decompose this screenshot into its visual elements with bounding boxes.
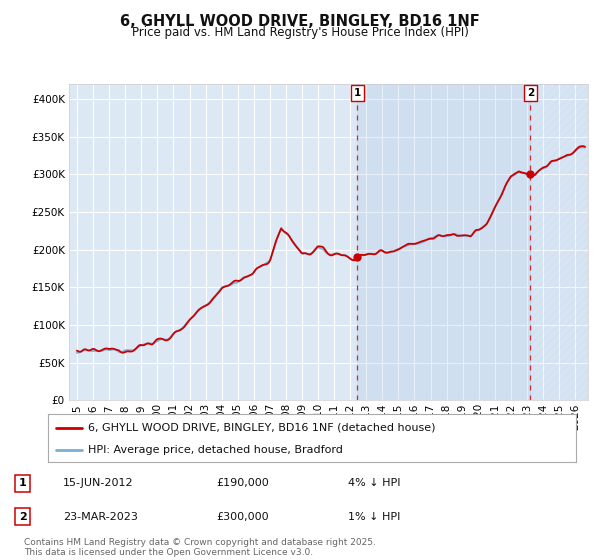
Text: £300,000: £300,000 <box>216 511 269 521</box>
Text: 15-JUN-2012: 15-JUN-2012 <box>63 478 134 488</box>
Text: £190,000: £190,000 <box>216 478 269 488</box>
Text: 1: 1 <box>354 88 361 98</box>
Text: 2: 2 <box>19 511 26 521</box>
Text: Price paid vs. HM Land Registry's House Price Index (HPI): Price paid vs. HM Land Registry's House … <box>131 26 469 39</box>
Text: 6, GHYLL WOOD DRIVE, BINGLEY, BD16 1NF (detached house): 6, GHYLL WOOD DRIVE, BINGLEY, BD16 1NF (… <box>88 423 435 433</box>
Text: 23-MAR-2023: 23-MAR-2023 <box>63 511 138 521</box>
Text: 2: 2 <box>527 88 534 98</box>
Text: 1% ↓ HPI: 1% ↓ HPI <box>348 511 400 521</box>
Text: Contains HM Land Registry data © Crown copyright and database right 2025.
This d: Contains HM Land Registry data © Crown c… <box>24 538 376 557</box>
Text: HPI: Average price, detached house, Bradford: HPI: Average price, detached house, Brad… <box>88 445 343 455</box>
Text: 6, GHYLL WOOD DRIVE, BINGLEY, BD16 1NF: 6, GHYLL WOOD DRIVE, BINGLEY, BD16 1NF <box>120 14 480 29</box>
Text: 4% ↓ HPI: 4% ↓ HPI <box>348 478 401 488</box>
Bar <box>530 84 588 400</box>
Text: 1: 1 <box>19 478 26 488</box>
Bar <box>358 84 530 400</box>
